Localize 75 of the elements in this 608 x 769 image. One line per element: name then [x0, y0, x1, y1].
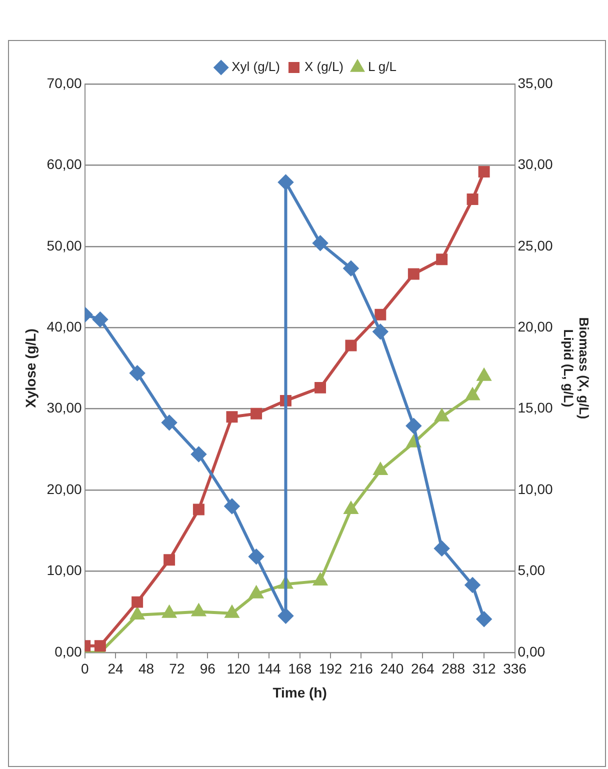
point — [192, 604, 206, 616]
point — [225, 606, 239, 618]
y-tick-label: 60,00 — [46, 156, 82, 172]
point — [343, 260, 358, 276]
y2-tick-label: 0,00 — [518, 643, 546, 660]
point — [250, 408, 262, 420]
x-tick-label: 120 — [226, 660, 250, 677]
x-tick-label: 144 — [257, 660, 281, 677]
point — [466, 388, 480, 400]
y2-axis-title: Biomass (X, g/L) Lipid (L, g/L) — [561, 317, 592, 420]
legend-label: Xyl (g/L) — [232, 59, 280, 74]
y-axis-title: Xylose (g/L) — [22, 328, 38, 408]
point — [372, 324, 388, 340]
x-tick-label: 216 — [350, 660, 374, 677]
point — [374, 308, 386, 320]
point — [164, 554, 176, 566]
point — [278, 608, 294, 624]
y-tick-label: 0,00 — [54, 643, 82, 660]
y2-tick-label: 5,00 — [518, 562, 546, 578]
point — [92, 312, 108, 327]
y2-tick-label: 35,00 — [518, 74, 554, 91]
point — [476, 612, 492, 627]
point — [477, 368, 491, 381]
x-tick-label: 336 — [503, 660, 527, 677]
point — [312, 236, 328, 251]
point — [226, 411, 238, 423]
y-tick-label: 30,00 — [46, 400, 82, 416]
x-tick-label: 288 — [442, 660, 466, 677]
x-tick-label: 24 — [108, 660, 124, 677]
legend-label: L g/L — [368, 59, 396, 74]
point — [278, 174, 294, 190]
point — [374, 463, 388, 476]
point — [191, 446, 206, 462]
point — [466, 194, 478, 206]
y2-tick-label: 10,00 — [518, 480, 554, 497]
point — [130, 608, 144, 620]
point — [314, 573, 327, 586]
point — [478, 166, 490, 178]
x-tick-label: 240 — [380, 660, 404, 677]
x-tick-label: 192 — [318, 660, 342, 677]
y2-tick-label: 25,00 — [518, 237, 554, 254]
y-tick-label: 50,00 — [46, 237, 82, 254]
point — [130, 366, 145, 381]
point — [162, 606, 176, 618]
y-tick-label: 70,00 — [46, 74, 82, 91]
x-axis-title: Time (h) — [272, 684, 327, 700]
y-tick-label: 10,00 — [46, 562, 82, 578]
point — [192, 504, 204, 516]
point — [314, 382, 326, 394]
point — [162, 415, 177, 430]
point — [434, 540, 450, 556]
x-tick-label: 312 — [472, 660, 496, 677]
point — [435, 409, 449, 422]
y-tick-label: 40,00 — [46, 318, 82, 334]
y2-tick-label: 20,00 — [518, 318, 554, 334]
point — [406, 418, 422, 434]
point — [465, 578, 480, 593]
x-tick-label: 96 — [200, 660, 216, 677]
x-tick-label: 264 — [410, 660, 435, 677]
point — [344, 502, 358, 514]
point — [408, 268, 420, 280]
x-tick-label: 168 — [288, 660, 312, 677]
x-tick-label: 0 — [80, 660, 89, 677]
y2-tick-label: 30,00 — [518, 156, 554, 172]
point — [436, 254, 448, 266]
point — [250, 586, 263, 598]
y2-tick-label: 15,00 — [518, 400, 554, 416]
point — [248, 549, 264, 564]
x-tick-label: 72 — [169, 660, 185, 677]
point — [224, 498, 240, 514]
point — [132, 596, 144, 608]
x-tick-label: 48 — [138, 660, 154, 677]
legend-label: X (g/L) — [304, 59, 344, 74]
y-tick-label: 20,00 — [46, 480, 82, 497]
point — [345, 340, 357, 352]
